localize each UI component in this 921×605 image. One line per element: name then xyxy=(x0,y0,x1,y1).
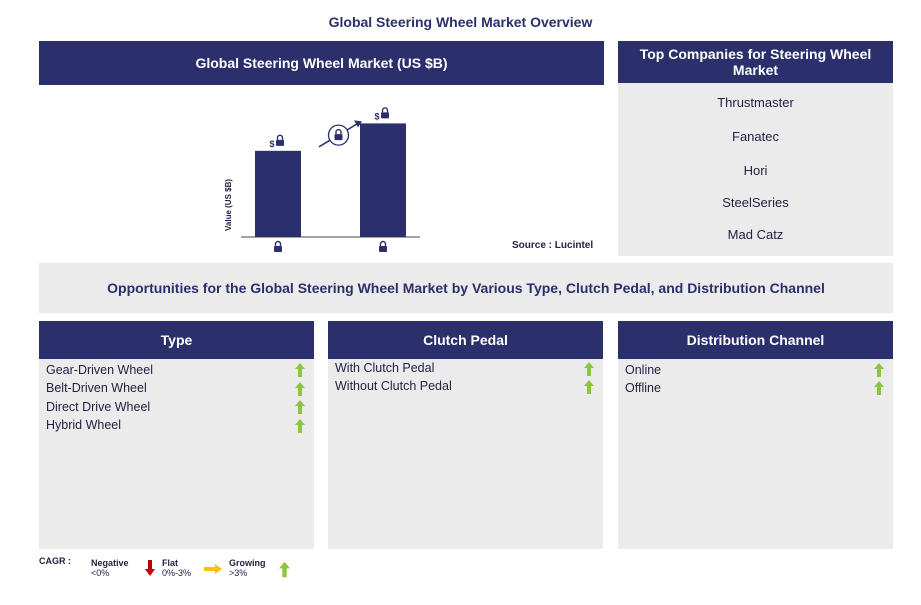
growing-arrow-icon xyxy=(584,380,594,394)
chart-bar xyxy=(255,150,301,237)
chart-bar xyxy=(360,123,406,237)
segment-item: Direct Drive Wheel xyxy=(46,400,151,414)
cagr-legend-label: CAGR : xyxy=(39,556,71,566)
company-item: Fanatec xyxy=(732,129,779,144)
bar-value-label: $ xyxy=(269,139,274,149)
legend-growing-label: Growing xyxy=(229,558,266,568)
growing-arrow-icon xyxy=(295,382,305,396)
legend-negative: Negative <0% xyxy=(91,558,129,578)
segment-item: Online xyxy=(625,363,662,377)
segment-item: Without Clutch Pedal xyxy=(335,379,452,393)
lock-icon xyxy=(334,128,343,141)
page-title: Global Steering Wheel Market Overview xyxy=(328,14,593,30)
lock-icon xyxy=(274,240,282,252)
growing-arrow-icon xyxy=(584,362,594,376)
segment-item: Hybrid Wheel xyxy=(46,418,122,432)
lock-icon xyxy=(276,134,284,146)
negative-arrow-icon xyxy=(145,560,155,576)
growing-arrow-icon xyxy=(279,561,290,578)
growing-arrow-icon xyxy=(874,363,884,377)
source-label: Source : Lucintel xyxy=(512,240,594,251)
companies-panel: Thrustmaster Fanatec Hori SteelSeries Ma… xyxy=(618,83,893,256)
legend-growing: Growing >3% xyxy=(229,558,266,578)
legend-flat-label: Flat xyxy=(162,558,179,568)
company-item: Hori xyxy=(743,163,768,178)
segment-item: Belt-Driven Wheel xyxy=(46,381,147,395)
growth-arrow-head xyxy=(354,120,362,128)
legend-negative-range: <0% xyxy=(91,568,110,578)
bar-value-label: $ xyxy=(374,111,379,121)
company-item: SteelSeries xyxy=(722,195,789,210)
growing-arrow-icon xyxy=(295,419,305,433)
segment-distribution-panel: Distribution Channel Online Offline xyxy=(618,321,893,549)
company-item: Thrustmaster xyxy=(717,95,794,110)
market-chart-header: Global Steering Wheel Market (US $B) xyxy=(39,41,604,85)
segment-item: Offline xyxy=(625,381,661,395)
flat-arrow-icon xyxy=(204,564,222,574)
growing-arrow-icon xyxy=(295,400,305,414)
segment-type-header: Type xyxy=(39,321,314,359)
lock-icon xyxy=(379,240,387,252)
segment-distribution-header: Distribution Channel xyxy=(618,321,893,359)
opportunities-banner: Opportunities for the Global Steering Wh… xyxy=(39,263,893,313)
y-axis-label: Value (US $B) xyxy=(224,179,233,231)
lock-icon xyxy=(381,107,389,119)
legend-flat: Flat 0%-3% xyxy=(162,558,191,578)
market-bar-chart: Value (US $B) $ $ xyxy=(224,107,420,252)
segment-item: With Clutch Pedal xyxy=(335,361,435,375)
legend-growing-range: >3% xyxy=(229,568,248,578)
company-item: Mad Catz xyxy=(727,227,784,242)
segment-item: Gear-Driven Wheel xyxy=(46,363,153,377)
growing-arrow-icon xyxy=(874,381,884,395)
segment-clutch-header: Clutch Pedal xyxy=(328,321,603,359)
growing-arrow-icon xyxy=(295,363,305,377)
legend-flat-range: 0%-3% xyxy=(162,568,192,578)
segment-type-panel: Type Gear-Driven Wheel Belt-Driven Wheel… xyxy=(39,321,314,549)
companies-header: Top Companies for Steering Wheel Market xyxy=(618,41,893,83)
segment-clutch-panel: Clutch Pedal With Clutch Pedal Without C… xyxy=(328,321,603,549)
legend-negative-label: Negative xyxy=(91,558,129,568)
